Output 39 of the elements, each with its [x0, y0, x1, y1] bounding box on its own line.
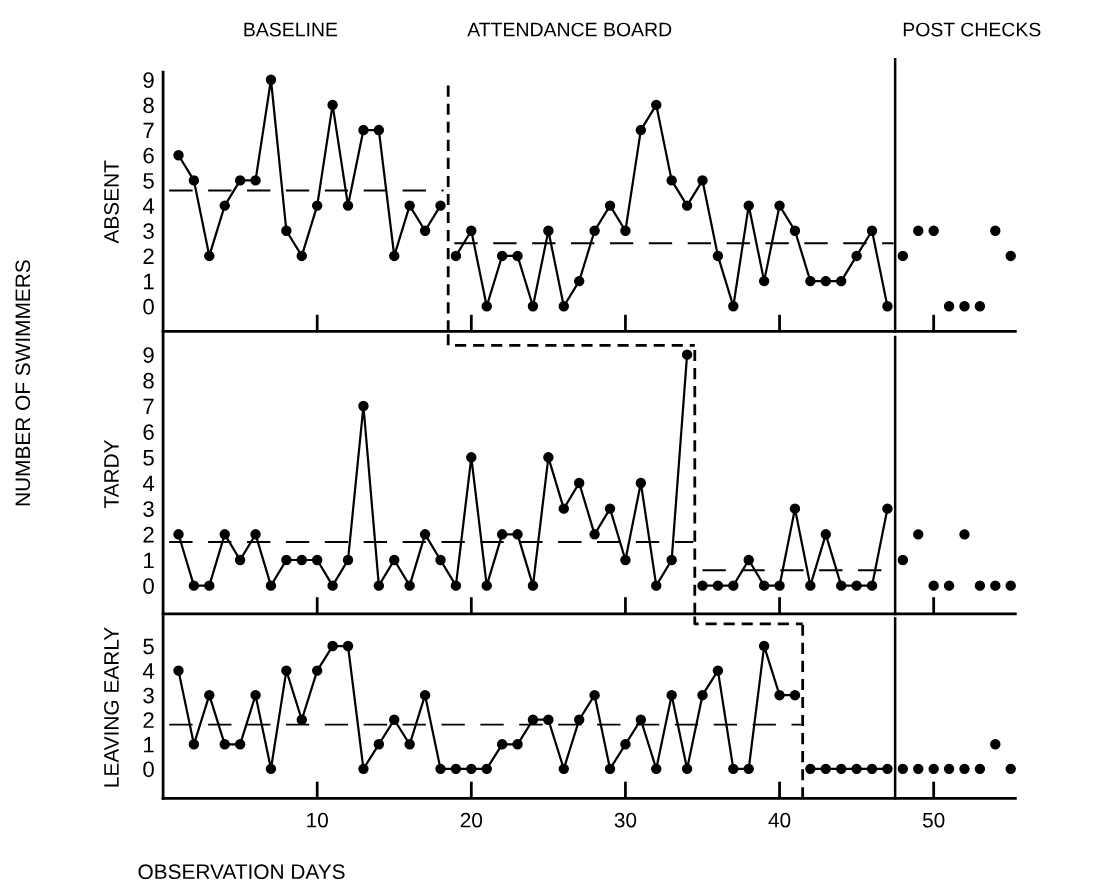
x-tick-label: 40: [768, 812, 791, 828]
x-tick-label: 30: [614, 812, 637, 828]
y-tick-label: 9: [143, 347, 154, 363]
y-tick-label: 8: [143, 372, 154, 389]
y-tick-label: 5: [143, 638, 154, 655]
y-axis-title: LEAVING EARLY: [104, 627, 119, 787]
y-tick-label: 5: [143, 173, 154, 189]
y-tick-label: 3: [143, 223, 154, 240]
y-tick-label: 5: [143, 450, 154, 466]
y-tick-label: 8: [143, 97, 154, 114]
text: NUMBER OF SWIMMERS: [15, 260, 31, 506]
x-tick-label: 50: [922, 812, 945, 828]
y-tick-label: 7: [143, 122, 154, 139]
text: ATTENDANCE BOARD: [467, 22, 672, 37]
y-tick-label: 4: [142, 475, 155, 492]
y-tick-label: 1: [144, 273, 154, 290]
y-tick-label: 0: [143, 298, 154, 315]
y-tick-label: 2: [143, 712, 154, 728]
y-tick-label: 7: [143, 398, 154, 415]
y-axis-title: TARDY: [104, 439, 119, 509]
y-tick-label: 3: [143, 687, 154, 704]
y-tick-label: 0: [143, 761, 154, 778]
text: POST CHECKS: [903, 22, 1041, 37]
y-tick-label: 2: [143, 526, 154, 543]
y-axis-title: ABSENT: [104, 160, 119, 244]
y-tick-label: 6: [143, 147, 154, 164]
x-tick-label: 10: [307, 812, 328, 828]
text: BASELINE: [244, 22, 338, 37]
y-tick-label: 4: [142, 198, 155, 214]
x-axis-title: OBSERVATION DAYS: [138, 864, 345, 880]
y-tick-label: 9: [143, 72, 154, 88]
y-tick-label: 2: [143, 248, 154, 264]
y-tick-label: 1: [144, 737, 154, 753]
y-tick-label: 4: [142, 663, 155, 679]
x-tick-label: 20: [460, 812, 483, 828]
y-tick-label: 0: [143, 578, 154, 594]
y-tick-label: 3: [143, 501, 154, 517]
y-tick-label: 1: [144, 552, 154, 569]
y-tick-label: 6: [143, 424, 154, 440]
